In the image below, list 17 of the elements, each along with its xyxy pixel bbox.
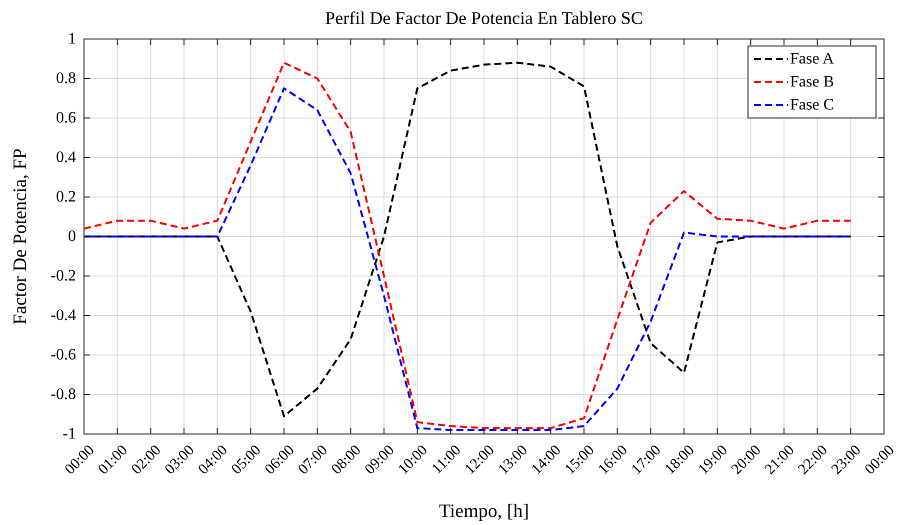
y-tick-label: 1	[68, 30, 76, 48]
y-tick-label: 0.8	[56, 70, 76, 87]
y-tick-label: 0.6	[56, 110, 76, 126]
x-axis-title: Tiempo, [h]	[438, 501, 530, 522]
y-tick-label: 0	[68, 228, 76, 245]
y-tick-label: -0.4	[50, 307, 76, 324]
y-axis-title: Factor De Potencia, FP	[10, 148, 31, 325]
y-tick-label: -0.8	[50, 386, 76, 403]
y-tick-label: -1	[62, 426, 76, 442]
y-tick-label: -0.2	[50, 268, 76, 284]
legend-label: Fase A	[790, 50, 834, 68]
chart-title: Perfil De Factor De Potencia En Tablero SC	[325, 8, 643, 28]
y-tick-label: -0.6	[50, 346, 76, 364]
legend-label: Fase B	[790, 74, 834, 90]
y-tick-label: 0.2	[56, 188, 76, 206]
y-tick-label: 0.4	[56, 149, 76, 166]
legend-label: Fase C	[790, 96, 834, 114]
